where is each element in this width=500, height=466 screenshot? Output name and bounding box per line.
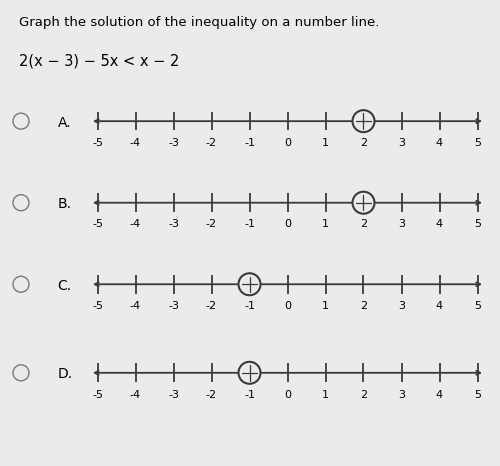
Text: 0: 0: [284, 301, 291, 311]
Text: -3: -3: [168, 301, 179, 311]
Ellipse shape: [352, 192, 374, 214]
Text: A.: A.: [58, 116, 71, 130]
Text: 5: 5: [474, 301, 481, 311]
Text: B.: B.: [58, 197, 71, 211]
Text: -1: -1: [244, 219, 255, 229]
Text: 2: 2: [360, 219, 367, 229]
Text: D.: D.: [58, 367, 72, 381]
Text: 5: 5: [474, 138, 481, 148]
Text: 3: 3: [398, 219, 405, 229]
Text: -1: -1: [244, 390, 255, 399]
Text: -4: -4: [130, 219, 141, 229]
Text: -5: -5: [92, 390, 103, 399]
Text: 1: 1: [322, 390, 329, 399]
Text: -4: -4: [130, 301, 141, 311]
Text: -1: -1: [244, 138, 255, 148]
Text: 3: 3: [398, 138, 405, 148]
Text: 0: 0: [284, 219, 291, 229]
Text: 4: 4: [436, 301, 443, 311]
Text: 2: 2: [360, 301, 367, 311]
Text: 5: 5: [474, 219, 481, 229]
Text: 2(x − 3) − 5x < x − 2: 2(x − 3) − 5x < x − 2: [19, 54, 180, 69]
Text: -5: -5: [92, 138, 103, 148]
Text: 5: 5: [474, 390, 481, 399]
Ellipse shape: [238, 362, 260, 384]
Text: -2: -2: [206, 301, 217, 311]
Text: -5: -5: [92, 301, 103, 311]
Text: -2: -2: [206, 219, 217, 229]
Text: 1: 1: [322, 301, 329, 311]
Text: -3: -3: [168, 390, 179, 399]
Text: -2: -2: [206, 138, 217, 148]
Text: 2: 2: [360, 138, 367, 148]
Text: 2: 2: [360, 390, 367, 399]
Text: -4: -4: [130, 390, 141, 399]
Text: 3: 3: [398, 390, 405, 399]
Text: 4: 4: [436, 138, 443, 148]
Text: -4: -4: [130, 138, 141, 148]
Ellipse shape: [238, 273, 260, 295]
Text: C.: C.: [58, 279, 71, 293]
Ellipse shape: [352, 110, 374, 132]
Text: 1: 1: [322, 138, 329, 148]
Text: Graph the solution of the inequality on a number line.: Graph the solution of the inequality on …: [19, 16, 380, 29]
Text: -2: -2: [206, 390, 217, 399]
Text: -5: -5: [92, 219, 103, 229]
Text: -3: -3: [168, 219, 179, 229]
Text: 3: 3: [398, 301, 405, 311]
Text: 1: 1: [322, 219, 329, 229]
Text: 4: 4: [436, 219, 443, 229]
Text: 0: 0: [284, 390, 291, 399]
Text: -1: -1: [244, 301, 255, 311]
Text: 0: 0: [284, 138, 291, 148]
Text: 4: 4: [436, 390, 443, 399]
Text: -3: -3: [168, 138, 179, 148]
